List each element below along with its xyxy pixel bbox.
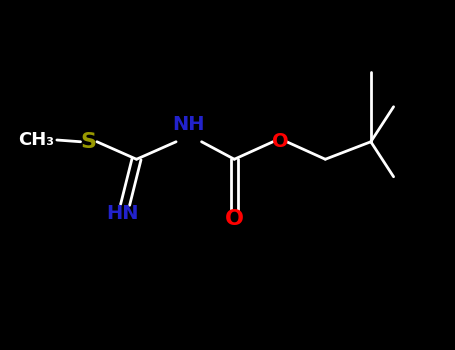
Text: S: S <box>81 132 97 152</box>
Text: O: O <box>272 132 288 151</box>
Text: HN: HN <box>106 204 139 223</box>
Text: O: O <box>225 209 244 229</box>
Text: NH: NH <box>172 115 205 134</box>
Text: CH₃: CH₃ <box>18 131 55 149</box>
